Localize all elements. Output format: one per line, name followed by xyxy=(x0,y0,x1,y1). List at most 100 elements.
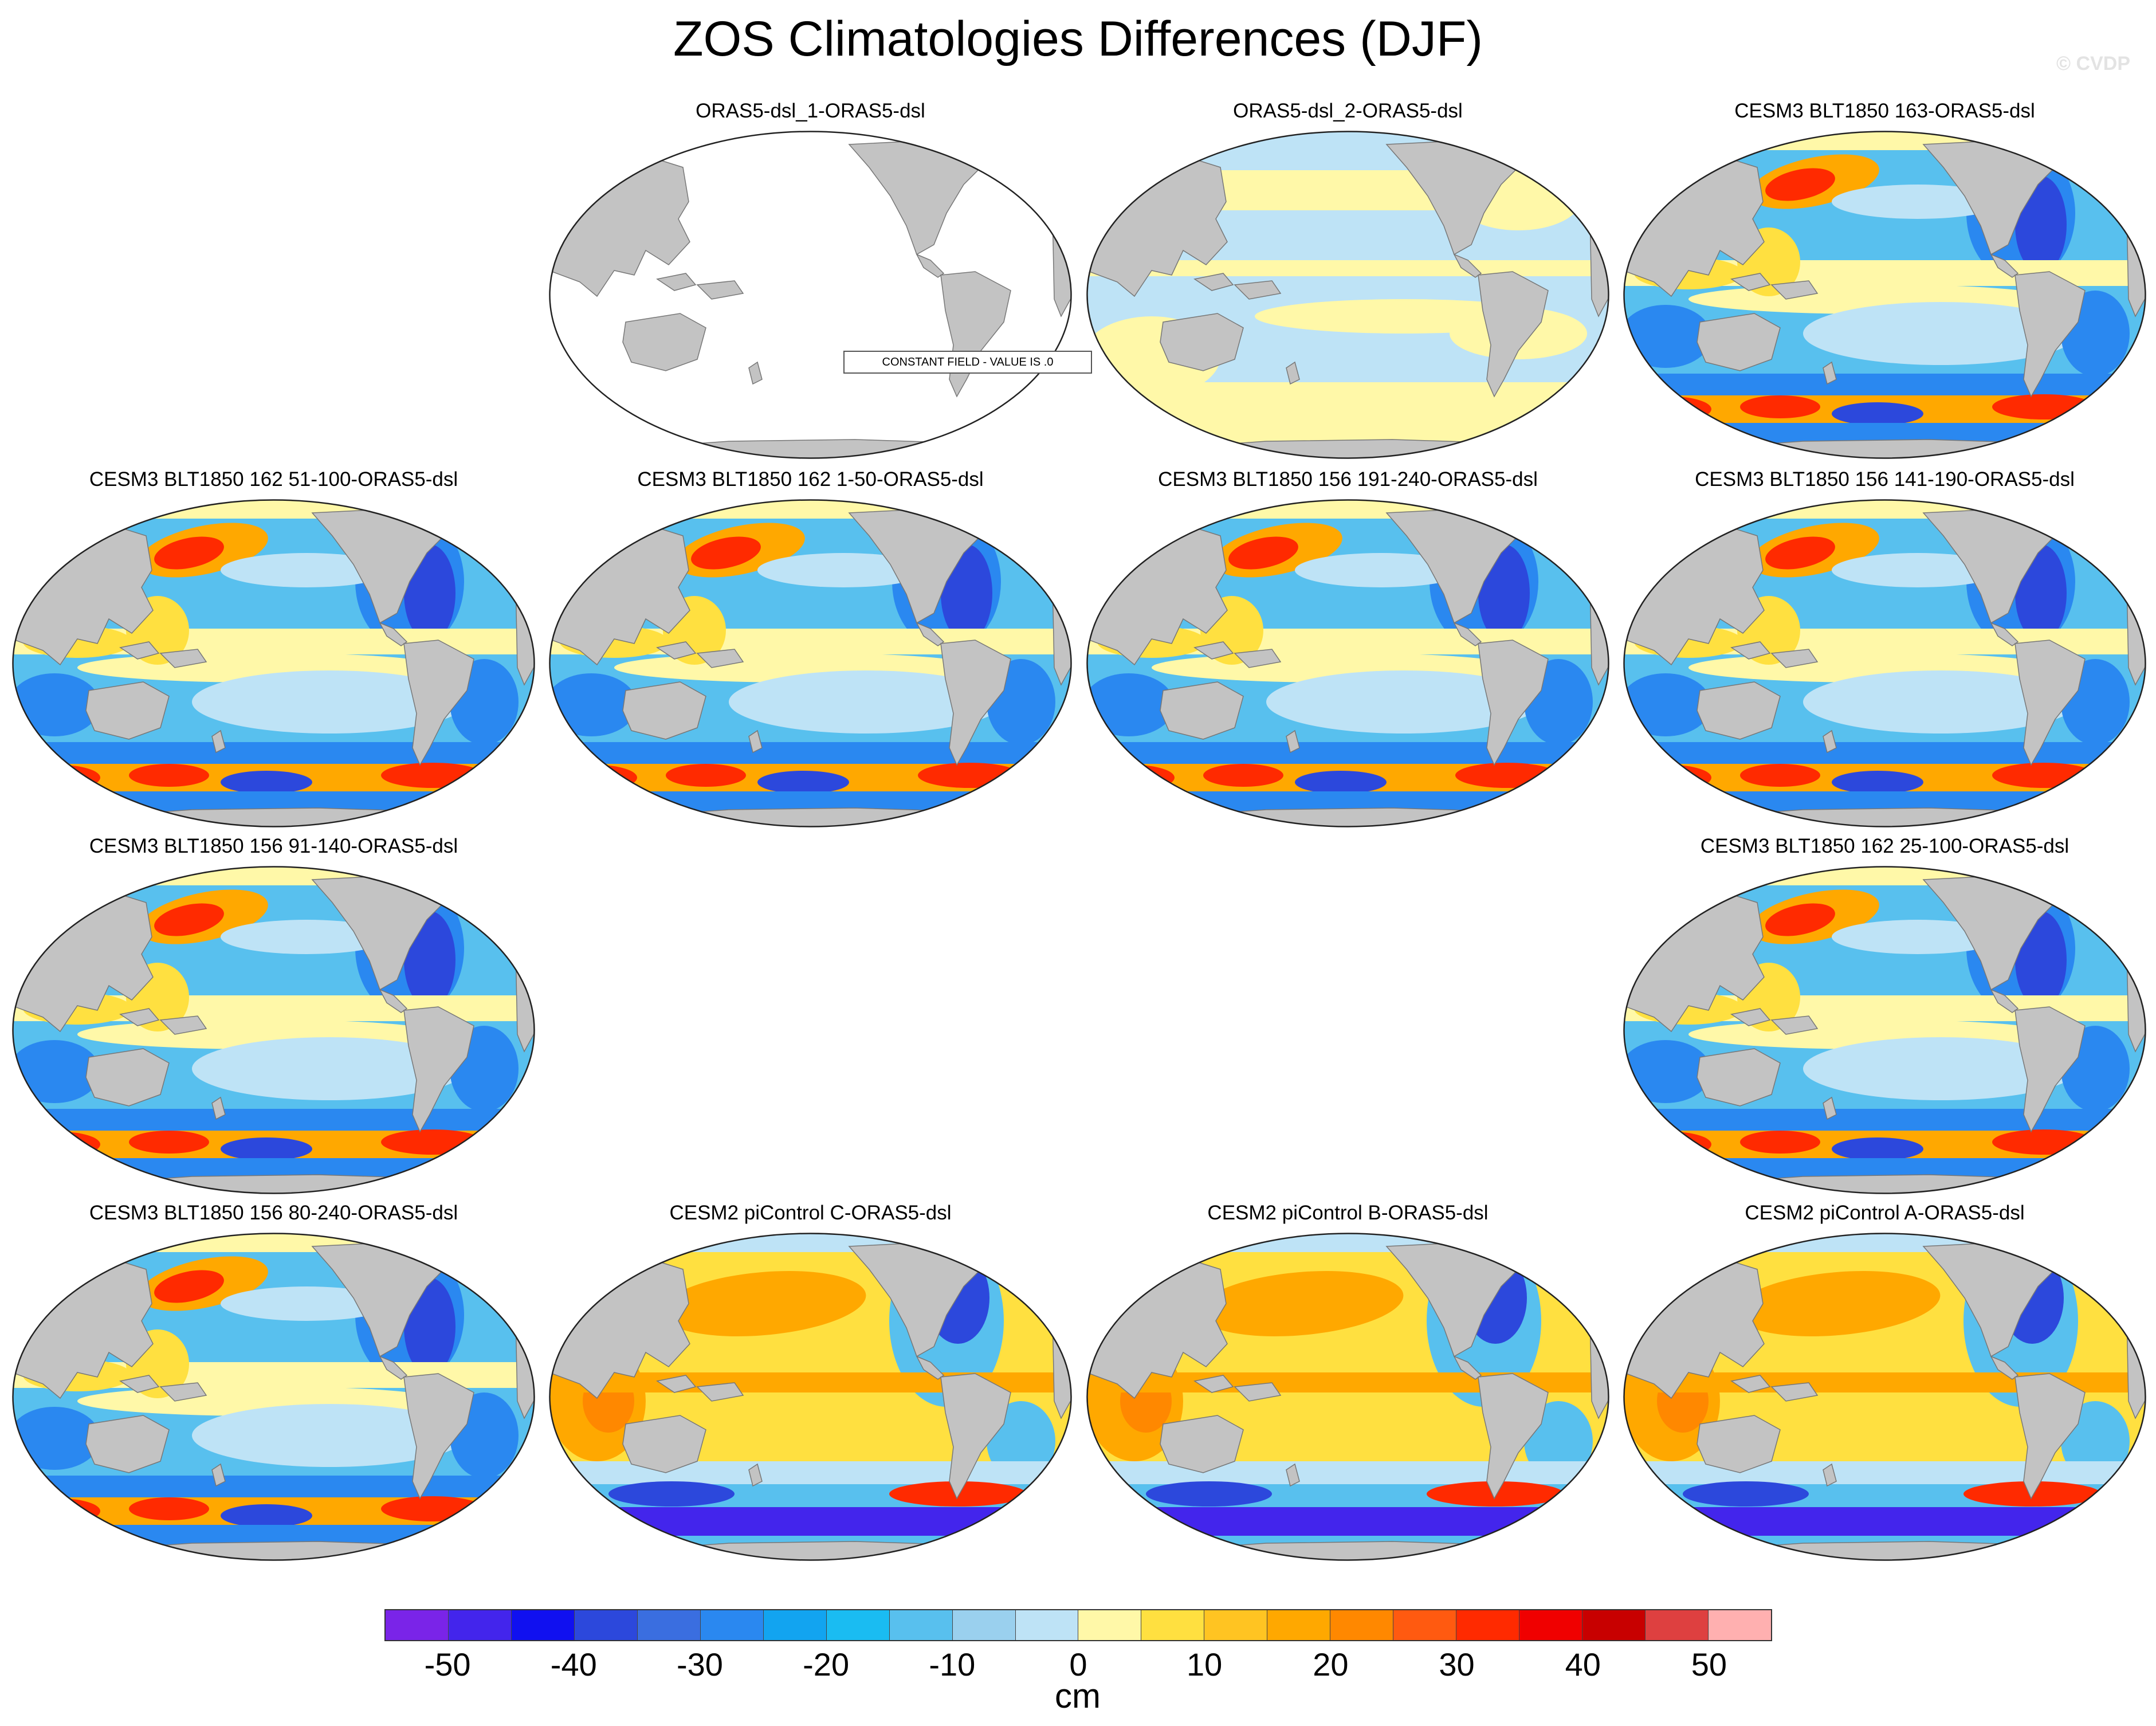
new-guinea-landmass xyxy=(159,1015,207,1035)
map-border xyxy=(1623,1233,2146,1561)
anomaly-band xyxy=(1087,1233,1609,1252)
south-america-landmass xyxy=(1478,640,1549,766)
map-border xyxy=(12,1233,535,1561)
anomaly-region xyxy=(129,1131,209,1154)
anomaly-band xyxy=(549,500,1071,519)
anomaly-band xyxy=(1624,742,2146,764)
borneo-landmass xyxy=(1730,1375,1771,1393)
greenland-landmass xyxy=(2072,1240,2113,1281)
panel-title: CESM3 BLT1850 156 141-190-ORAS5-dsl xyxy=(1695,468,2075,491)
anomaly-region xyxy=(1765,536,1835,570)
colorbar-swatch xyxy=(952,1610,1016,1640)
new-zealand-landmass xyxy=(1823,1096,1837,1120)
anomaly-region xyxy=(1624,1040,1711,1103)
anomaly-region xyxy=(1624,305,1711,368)
map-field xyxy=(1624,866,2146,1194)
robinson-map xyxy=(549,499,1072,827)
anomaly-region xyxy=(691,536,761,570)
south-america-landmass xyxy=(1478,1373,1549,1500)
panel-title: CESM2 piControl B-ORAS5-dsl xyxy=(1207,1202,1489,1224)
new-zealand-landmass xyxy=(1286,361,1300,385)
robinson-map xyxy=(1623,499,2146,827)
antarctica-landmass xyxy=(1168,807,1553,827)
greenland-landmass xyxy=(1535,507,1576,548)
colorbar-swatch xyxy=(637,1610,701,1640)
anomaly-region xyxy=(1146,1481,1272,1507)
anomaly-region xyxy=(1832,185,2004,219)
borneo-landmass xyxy=(119,1008,160,1026)
map-field xyxy=(549,500,1071,827)
borneo-landmass xyxy=(1730,273,1771,291)
greenland-landmass xyxy=(461,1240,502,1281)
new-guinea-landmass xyxy=(1234,1382,1282,1402)
map-border xyxy=(1086,499,1609,827)
map-panel: CESM2 piControl A-ORAS5-dsl xyxy=(1620,1201,2150,1567)
colorbar-swatch xyxy=(1267,1610,1331,1640)
anomaly-band xyxy=(1624,1233,2146,1252)
colorbar-tick-label: 20 xyxy=(1313,1646,1349,1682)
anomaly-region xyxy=(1765,903,1835,936)
anomaly-region xyxy=(1803,670,2078,733)
anomaly-region xyxy=(154,1270,224,1303)
anomaly-region xyxy=(918,763,1021,788)
australia-landmass xyxy=(622,1415,706,1473)
map-border xyxy=(1086,1233,1609,1561)
map-field xyxy=(1624,1233,2146,1560)
panel-title: CESM3 BLT1850 162 1-50-ORAS5-dsl xyxy=(637,468,984,491)
australia-landmass xyxy=(622,681,706,740)
anomaly-region xyxy=(13,1407,100,1470)
borneo-landmass xyxy=(1730,1008,1771,1026)
map-panel: ORAS5-dsl_2-ORAS5-dsl xyxy=(1083,99,1613,465)
map-border xyxy=(1623,866,2146,1194)
new-zealand-landmass xyxy=(1823,729,1837,754)
anomaly-band xyxy=(1624,500,2146,519)
anomaly-region xyxy=(1992,394,2095,419)
anomaly-band xyxy=(1087,500,1609,519)
antarctica-landmass xyxy=(94,807,479,827)
new-guinea-landmass xyxy=(159,649,207,668)
south-america-landmass xyxy=(403,1373,474,1500)
anomaly-band xyxy=(549,742,1071,764)
anomaly-band xyxy=(1624,866,2146,885)
map-panel: CESM2 piControl B-ORAS5-dsl xyxy=(1083,1201,1613,1567)
anomaly-region xyxy=(1740,395,1820,418)
map-field xyxy=(1087,500,1609,827)
anomaly-region xyxy=(729,670,1004,733)
map-panel: ORAS5-dsl_1-ORAS5-dsl CONSTANT FIELD - VA… xyxy=(545,99,1092,465)
new-guinea-landmass xyxy=(1234,649,1282,668)
anomaly-region xyxy=(381,763,484,788)
greenland-landmass xyxy=(461,873,502,915)
colorbar-tick-label: -20 xyxy=(803,1646,850,1682)
anomaly-band xyxy=(13,1233,535,1252)
map-field xyxy=(1087,1233,1609,1560)
colorbar-tick-label: 40 xyxy=(1565,1646,1601,1682)
south-america-landmass xyxy=(403,1006,474,1133)
anomaly-region xyxy=(1455,763,1558,788)
antarctica-landmass xyxy=(631,807,1016,827)
figure-title: ZOS Climatologies Differences (DJF) xyxy=(673,11,1483,66)
south-america-landmass xyxy=(2014,1006,2086,1133)
australia-landmass xyxy=(1696,681,1781,740)
map-panel: CESM3 BLT1850 163-ORAS5-dsl xyxy=(1620,99,2150,465)
colorbar-swatch xyxy=(1456,1610,1520,1640)
australia-landmass xyxy=(85,1415,170,1473)
anomaly-region xyxy=(1228,536,1298,570)
australia-landmass xyxy=(1696,313,1781,371)
new-zealand-landmass xyxy=(1286,729,1300,754)
greenland-landmass xyxy=(2072,507,2113,548)
anomaly-band xyxy=(1624,374,2146,395)
map-field xyxy=(549,131,1071,458)
anomaly-region xyxy=(1295,771,1387,794)
anomaly-region xyxy=(1683,1481,1809,1507)
panel-title: CESM3 BLT1850 156 191-240-ORAS5-dsl xyxy=(1158,468,1538,491)
colorbar-swatch xyxy=(1204,1610,1268,1640)
anomaly-region xyxy=(1992,1129,2095,1155)
anomaly-region xyxy=(1740,1131,1820,1154)
new-zealand-landmass xyxy=(211,729,226,754)
new-guinea-landmass xyxy=(696,1382,744,1402)
robinson-map xyxy=(549,131,1072,459)
anomaly-region xyxy=(13,673,100,736)
greenland-landmass xyxy=(1535,1240,1576,1281)
map-panel: CESM3 BLT1850 156 91-140-ORAS5-dsl xyxy=(9,834,539,1201)
map-panel: CESM3 BLT1850 156 191-240-ORAS5-dsl xyxy=(1083,467,1613,834)
